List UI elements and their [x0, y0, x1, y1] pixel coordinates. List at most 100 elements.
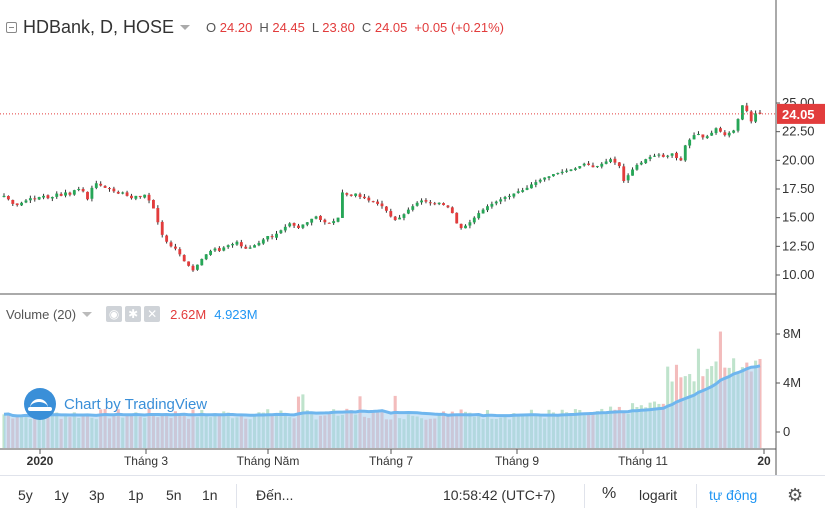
volume-value: 2.62M: [170, 306, 207, 322]
volume-icons: ◉ ✱ ✕: [106, 306, 161, 322]
low-value: 23.80: [322, 19, 355, 35]
gear-icon[interactable]: ⚙: [787, 485, 804, 505]
candle-body: [591, 165, 595, 168]
candle-body: [653, 155, 656, 157]
candle-body: [125, 192, 129, 196]
chevron-down-icon[interactable]: [82, 311, 93, 317]
toolbar-divider: [584, 484, 585, 508]
bottom-toolbar: 5y 1y 3p 1p 5n 1n Đến... 10:58:42 (UTC+7…: [0, 475, 825, 516]
candle-body: [195, 264, 199, 270]
tradingview-watermark[interactable]: Chart by TradingView: [24, 388, 207, 420]
candle-body: [710, 132, 714, 136]
candle-body: [666, 155, 670, 157]
time-display[interactable]: 10:58:42 (UTC+7): [443, 487, 556, 503]
candle-body: [521, 190, 525, 192]
chevron-down-icon[interactable]: [180, 24, 191, 30]
close-icon[interactable]: ✕: [144, 306, 161, 322]
last-price-tag-label: 24.05: [782, 107, 815, 122]
candle-body: [217, 248, 221, 251]
volume-title[interactable]: Volume (20): [6, 306, 77, 322]
candle-body: [402, 214, 406, 218]
candle-body: [156, 208, 160, 223]
gear-icon[interactable]: ✱: [125, 306, 142, 322]
candle-body: [112, 188, 116, 192]
candle-body: [486, 206, 489, 211]
candle-body: [648, 156, 652, 159]
candle-body: [121, 192, 125, 194]
candle-body: [534, 182, 538, 185]
candle-body: [595, 166, 599, 168]
candle-body: [670, 153, 674, 156]
candle-body: [723, 132, 727, 136]
candle-body: [582, 163, 586, 166]
time-tick-label: Tháng 9: [495, 454, 539, 468]
candle-body: [275, 233, 278, 238]
candle-body: [626, 175, 630, 181]
price-tick-label: 10.00: [782, 267, 815, 282]
candle-body: [15, 203, 19, 206]
percent-toggle[interactable]: %: [602, 485, 617, 502]
candle-body: [50, 197, 54, 199]
price-tick-label: 17.50: [782, 181, 815, 196]
candle-body: [367, 197, 371, 201]
range-1n-button[interactable]: 1n: [202, 487, 218, 503]
log-toggle[interactable]: logarit: [639, 487, 678, 503]
candle-body: [187, 261, 191, 266]
goto-date-button[interactable]: Đến...: [256, 487, 294, 503]
collapse-legend-icon[interactable]: [6, 21, 17, 33]
candle-body: [147, 194, 151, 201]
candle-body: [178, 249, 182, 255]
candle-body: [508, 195, 511, 197]
candle-body: [86, 191, 89, 200]
candle-body: [600, 163, 604, 167]
open-value: 24.20: [219, 19, 253, 35]
candle-body: [253, 245, 256, 248]
candle-body: [288, 223, 292, 227]
range-1p-button[interactable]: 1p: [128, 487, 144, 503]
close-value: 24.05: [374, 19, 408, 35]
candle-body: [560, 171, 564, 174]
auto-scale-toggle[interactable]: tự động: [709, 487, 758, 503]
candle-body: [604, 161, 608, 164]
candle-body: [411, 206, 415, 210]
symbol-title[interactable]: HDBank, D, HOSE: [23, 16, 175, 37]
range-5n-button[interactable]: 5n: [166, 487, 182, 503]
candle-body: [134, 195, 138, 199]
candle-body: [204, 254, 208, 260]
time-tick-label: 20: [757, 454, 771, 468]
candle-body: [279, 230, 283, 234]
eye-icon[interactable]: ◉: [106, 306, 123, 322]
range-5y-button[interactable]: 5y: [18, 487, 33, 503]
candle-body: [569, 169, 573, 171]
range-1y-button[interactable]: 1y: [54, 487, 69, 503]
candle-body: [398, 217, 402, 220]
candle-body: [749, 111, 753, 122]
candle-body: [345, 193, 349, 195]
candle-body: [657, 154, 661, 156]
candle-body: [617, 162, 621, 167]
candle-body: [639, 162, 643, 165]
candle-body: [565, 170, 569, 172]
candle-body: [758, 112, 762, 114]
candle-body: [477, 213, 481, 219]
candle-body: [380, 203, 384, 207]
candle-body: [358, 194, 362, 198]
candle-body: [371, 201, 375, 203]
candle-body: [455, 212, 459, 224]
ohlc-values: O 24.20 H 24.45 L 23.80 C 24.05 +0.05 (+…: [206, 20, 504, 35]
candle-body: [543, 177, 547, 180]
candle-body: [450, 207, 454, 214]
candle-body: [248, 247, 252, 249]
candle-body: [754, 113, 758, 122]
candle-body: [72, 190, 76, 195]
candle-body: [116, 191, 120, 194]
candle-body: [732, 130, 736, 133]
candle-body: [46, 195, 50, 199]
candle-body: [235, 241, 239, 245]
candle-body: [2, 195, 6, 198]
candle-body: [446, 205, 450, 208]
candle-body: [55, 193, 59, 197]
price-tick-label: 12.50: [782, 238, 815, 253]
range-3p-button[interactable]: 3p: [89, 487, 105, 503]
candle-body: [745, 105, 749, 112]
